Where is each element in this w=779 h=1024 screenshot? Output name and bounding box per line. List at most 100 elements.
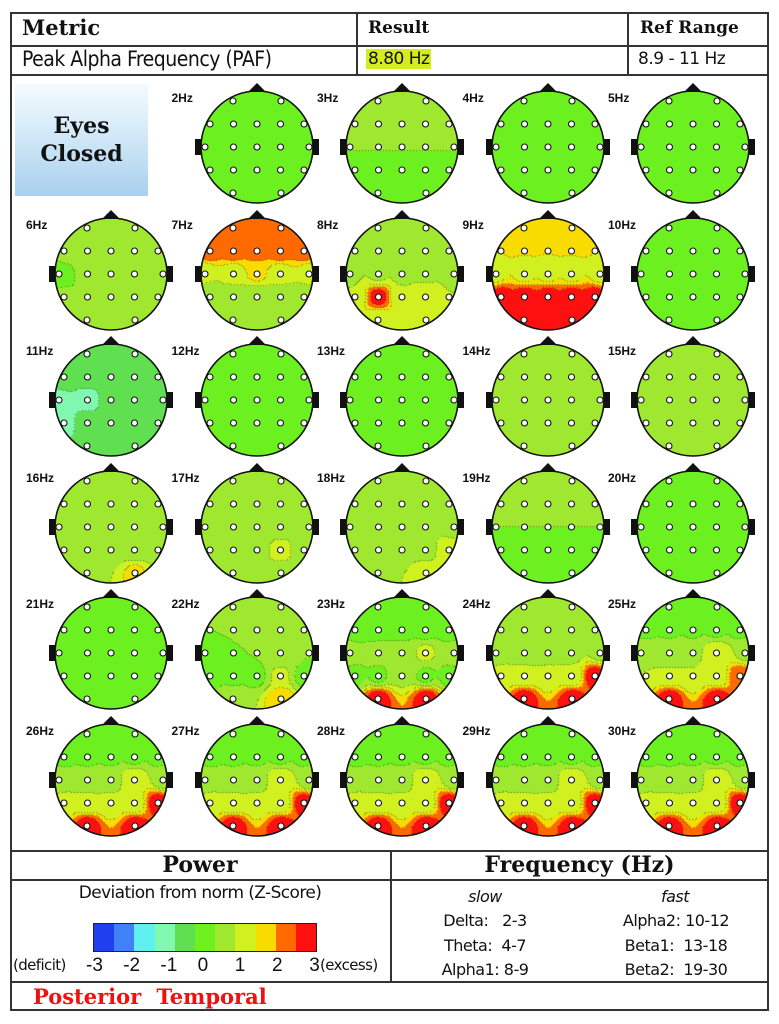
- head-circle: [636, 343, 750, 457]
- right-ear-icon: [312, 392, 319, 408]
- frequency-label: 29Hz: [462, 723, 491, 738]
- left-ear-icon: [340, 392, 346, 408]
- head-outline: [194, 462, 319, 584]
- electrode-pz: [398, 292, 406, 301]
- electrode-fz: [398, 246, 406, 255]
- electrode-pz: [107, 672, 115, 680]
- electrode-t5: [60, 419, 68, 427]
- nose-icon: [247, 715, 266, 725]
- scale-swatch: [194, 924, 216, 951]
- topomap-8hz: 8Hz: [312, 209, 464, 345]
- right-ear-icon: [167, 771, 173, 788]
- electrode-o2: [131, 442, 139, 450]
- head-outline: [631, 336, 755, 457]
- frequency-label: 3Hz: [317, 91, 339, 105]
- electrode-fz: [689, 120, 697, 128]
- electrode-f8: [299, 373, 308, 381]
- electrode-pz: [543, 292, 552, 301]
- head-circle: [54, 216, 168, 331]
- electrode-p4: [276, 166, 284, 174]
- electrode-c4: [130, 649, 139, 657]
- right-ear-icon: [749, 392, 755, 408]
- electrode-f8: [736, 373, 744, 381]
- electrode-c3: [374, 775, 383, 784]
- electrode-f8: [736, 120, 744, 128]
- electrode-fp2: [131, 603, 139, 611]
- electrode-fp1: [519, 476, 528, 485]
- left-ear-icon: [194, 645, 201, 661]
- electrode-fp2: [422, 603, 430, 611]
- electrode-o2: [131, 695, 139, 703]
- electrode-c4: [130, 396, 139, 404]
- slow-label: slow: [468, 887, 502, 906]
- head-outline: [49, 462, 173, 584]
- nose-icon: [393, 83, 411, 92]
- electrode-t6: [445, 545, 453, 554]
- nose-icon: [102, 336, 120, 345]
- electrode-t3: [55, 775, 63, 784]
- electrode-t3: [637, 396, 645, 404]
- electrode-fp2: [422, 223, 430, 232]
- electrode-o1: [228, 695, 237, 703]
- electrode-cz: [398, 269, 406, 278]
- electrode-fp2: [131, 476, 139, 485]
- electrode-c3: [374, 143, 383, 151]
- electrode-fp1: [665, 350, 673, 358]
- electrode-t6: [299, 545, 308, 554]
- electrode-pz: [689, 545, 697, 554]
- electrode-o1: [83, 442, 91, 450]
- electrode-c3: [374, 396, 383, 404]
- head-circle: [636, 596, 750, 710]
- electrode-t3: [637, 775, 645, 784]
- electrode-cz: [689, 396, 697, 404]
- electrode-pz: [543, 166, 552, 174]
- electrode-f7: [60, 752, 68, 761]
- divider: [627, 12, 629, 75]
- right-ear-icon: [749, 265, 755, 282]
- electrode-f3: [374, 373, 383, 381]
- electrode-o2: [276, 315, 285, 324]
- electrode-fz: [398, 120, 406, 128]
- electrode-o2: [567, 695, 576, 703]
- electrode-f3: [374, 626, 383, 634]
- electrode-f7: [60, 499, 68, 508]
- electrode-f4: [130, 499, 139, 508]
- electrode-c4: [421, 775, 430, 784]
- electrode-c4: [276, 775, 284, 784]
- electrode-fp2: [131, 350, 139, 358]
- head-outline: [485, 462, 610, 584]
- electrode-o1: [374, 695, 382, 703]
- electrode-f7: [205, 246, 214, 255]
- electrode-t4: [595, 775, 604, 784]
- frequency-label: 17Hz: [171, 470, 200, 485]
- electrode-t5: [642, 419, 650, 427]
- electrode-fp1: [83, 223, 91, 232]
- electrode-fp2: [422, 476, 430, 485]
- electrode-o1: [83, 695, 91, 703]
- right-ear-icon: [603, 265, 610, 282]
- electrode-c4: [421, 396, 430, 404]
- head-circle: [490, 90, 605, 204]
- electrode-o1: [228, 821, 237, 830]
- electrode-fp2: [567, 350, 576, 358]
- electrode-p3: [229, 419, 237, 427]
- left-ear-icon: [631, 771, 637, 788]
- nose-icon: [102, 462, 120, 472]
- electrode-p3: [520, 292, 528, 301]
- left-ear-icon: [194, 265, 201, 282]
- electrode-t4: [450, 143, 458, 151]
- electrode-t5: [60, 292, 68, 301]
- head-circle: [199, 90, 314, 204]
- electrode-o1: [83, 568, 91, 577]
- electrode-cz: [107, 775, 115, 784]
- electrode-fz: [689, 752, 697, 761]
- electrode-f8: [154, 499, 162, 508]
- electrode-f7: [205, 626, 214, 634]
- nose-icon: [538, 589, 557, 598]
- electrode-f3: [83, 752, 92, 761]
- topomap-6hz: 6Hz: [21, 209, 173, 345]
- electrode-o2: [276, 442, 285, 450]
- frequency-label: 8Hz: [317, 217, 339, 232]
- electrode-t3: [55, 522, 63, 531]
- result-value: 8.80 Hz: [366, 49, 432, 69]
